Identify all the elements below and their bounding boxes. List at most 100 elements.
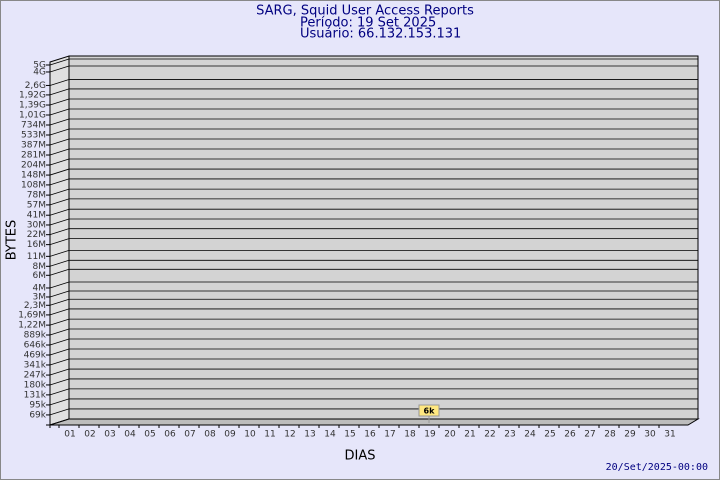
grid-line [49, 348, 70, 356]
y-tick-label: 148M [21, 171, 46, 181]
x-tick-label: 29 [624, 430, 636, 440]
x-tick-label: 17 [384, 430, 395, 440]
y-tick-label: 8M [33, 262, 47, 272]
subtitle: Usuário: 66.132.153.131 [300, 27, 461, 42]
x-tick-label: 07 [184, 430, 195, 440]
y-tick-label: 16M [27, 240, 46, 250]
x-tick-label: 21 [464, 430, 475, 440]
grid-line [49, 298, 70, 306]
grid-line [49, 328, 70, 336]
y-tick-label: 1,39G [19, 101, 46, 111]
x-tick-label: 30 [644, 430, 656, 440]
grid-line [49, 238, 70, 246]
grid-line [49, 318, 70, 326]
grid-line [49, 358, 70, 366]
x-tick-label: 15 [344, 430, 355, 440]
x-tick-label: 16 [364, 430, 376, 440]
grid-line [49, 158, 70, 166]
x-tick-label: 05 [144, 430, 155, 440]
grid-line [49, 208, 70, 216]
x-tick-label: 24 [524, 430, 536, 440]
grid-line [49, 148, 70, 156]
y-tick-label: 734M [21, 120, 46, 130]
y-tick-label: 4M [33, 283, 47, 293]
grid-line [49, 218, 70, 226]
grid-line [49, 398, 70, 406]
x-tick-label: 18 [404, 430, 416, 440]
x-tick-label: 01 [64, 430, 75, 440]
grid-line [49, 281, 70, 289]
grid-line [49, 178, 70, 186]
y-axis-label: BYTES [5, 220, 20, 261]
grid-line [49, 138, 70, 146]
y-tick-label: 1,01G [19, 111, 46, 121]
x-tick-label: 20 [444, 430, 456, 440]
y-tick-label: 1,22M [18, 321, 46, 331]
x-tick-label: 11 [264, 430, 275, 440]
x-tick-label: 06 [164, 430, 176, 440]
grid-line [49, 408, 70, 416]
y-tick-label: 57M [27, 200, 46, 210]
grid-line [49, 128, 70, 136]
grid-line [49, 118, 70, 126]
data-label: 6k [424, 407, 436, 416]
grid-line [49, 168, 70, 176]
x-tick-label: 27 [584, 430, 595, 440]
grid-line [49, 228, 70, 236]
x-tick-label: 08 [204, 430, 216, 440]
grid-line [49, 368, 70, 376]
grid-line [49, 108, 70, 116]
grid-line [49, 88, 70, 96]
x-axis-label: DIAS [345, 449, 376, 464]
y-tick-label: 387M [21, 141, 46, 151]
y-tick-label: 180k [24, 380, 47, 390]
grid-line [49, 378, 70, 386]
x-tick-label: 10 [244, 430, 256, 440]
x-tick-label: 09 [224, 430, 236, 440]
grid-line [49, 308, 70, 316]
grid-line [49, 249, 70, 257]
x-tick-label: 22 [484, 430, 495, 440]
y-tick-label: 22M [27, 230, 46, 240]
y-tick-label: 341k [24, 360, 47, 370]
grid-line [49, 79, 70, 86]
y-tick-label: 3M [33, 292, 47, 302]
grid-line [49, 290, 70, 298]
y-tick-label: 1,69M [18, 310, 46, 320]
grid-line [49, 65, 70, 73]
y-tick-label: 2,3M [24, 301, 46, 311]
grid-line [49, 188, 70, 196]
y-tick-label: 2,6G [25, 81, 46, 91]
y-tick-label: 533M [21, 131, 46, 141]
grid-line [49, 268, 70, 276]
y-tick-label: 5G [33, 61, 46, 71]
grid-line [49, 259, 70, 267]
plot-back-wall [68, 55, 699, 420]
y-tick-label: 204M [21, 161, 46, 171]
x-tick-label: 12 [284, 430, 295, 440]
x-tick-label: 04 [124, 430, 136, 440]
grid-line [49, 388, 70, 396]
x-tick-label: 14 [324, 430, 336, 440]
x-tick-label: 19 [424, 430, 436, 440]
x-tick-label: 03 [104, 430, 115, 440]
y-tick-label: 469k [24, 351, 47, 361]
grid-line [49, 198, 70, 206]
chart-title: SARG, Squid User Access Reports [256, 4, 474, 19]
x-tick-label: 25 [544, 430, 555, 440]
y-tick-label: 247k [24, 371, 47, 381]
x-tick-label: 02 [84, 430, 95, 440]
y-tick-label: 1,92G [19, 90, 46, 100]
grid-line [49, 98, 70, 106]
y-tick-label: 30M [27, 220, 46, 230]
y-tick-label: 6M [33, 271, 47, 281]
y-tick-label: 646k [24, 340, 47, 350]
y-tick-label: 78M [27, 191, 46, 201]
x-tick-label: 31 [664, 430, 675, 440]
x-tick-label: 13 [304, 430, 315, 440]
y-tick-label: 108M [21, 180, 46, 190]
y-tick-label: 4G [33, 67, 46, 77]
y-tick-label: 41M [27, 211, 46, 221]
y-tick-label: 95k [29, 400, 46, 410]
y-tick-label: 131k [24, 390, 47, 400]
